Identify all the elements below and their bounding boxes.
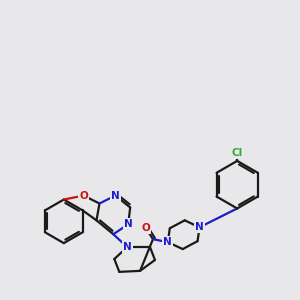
Text: O: O xyxy=(142,223,150,233)
Text: N: N xyxy=(123,242,132,252)
Text: N: N xyxy=(195,222,204,232)
Text: N: N xyxy=(111,190,120,201)
Text: N: N xyxy=(164,237,172,247)
Text: Cl: Cl xyxy=(232,148,243,158)
Text: O: O xyxy=(79,190,88,201)
Text: N: N xyxy=(124,219,133,229)
